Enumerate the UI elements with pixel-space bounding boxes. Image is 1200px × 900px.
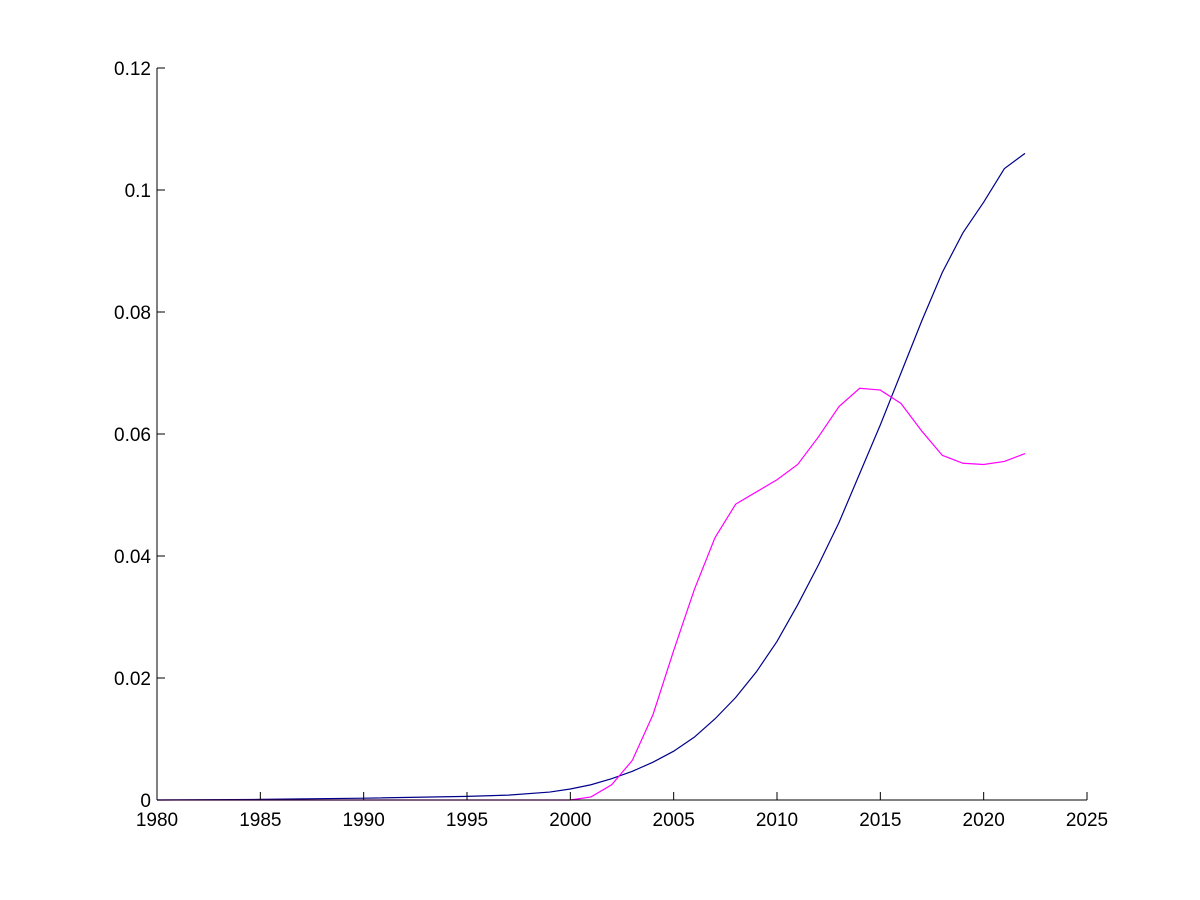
x-tick-label: 2020: [963, 810, 1005, 831]
y-tick-label: 0.02: [114, 669, 151, 690]
x-tick-label: 2005: [653, 810, 695, 831]
x-tick-label: 1995: [446, 810, 488, 831]
x-tick-label: 1990: [343, 810, 385, 831]
x-ticks: 1980 1985 1990 1995 2000 2005 2010 2015 2020 2025: [136, 792, 1108, 831]
axes-layer: [156, 68, 1087, 801]
series-line-2: [157, 387, 1026, 801]
y-tick-label: 0.08: [114, 303, 151, 324]
y-tick-label: 0.1: [125, 181, 151, 202]
x-tick-label: 2025: [1066, 810, 1108, 831]
x-tick-label: 1980: [136, 810, 178, 831]
y-ticks: 0 0.02 0.04 0.06 0.08 0.1 0.12: [114, 59, 165, 812]
series-line-1: [156, 152, 1026, 801]
x-tick-label: 1985: [239, 810, 281, 831]
y-tick-label: 0.06: [114, 425, 151, 446]
y-tick-label: 0: [140, 791, 151, 812]
x-tick-label: 2010: [756, 810, 798, 831]
x-tick-label: 2000: [549, 810, 591, 831]
series-layer: [156, 152, 1026, 801]
x-tick-label: 2015: [859, 810, 901, 831]
y-tick-label: 0.12: [114, 59, 151, 80]
y-tick-label: 0.04: [114, 547, 151, 568]
